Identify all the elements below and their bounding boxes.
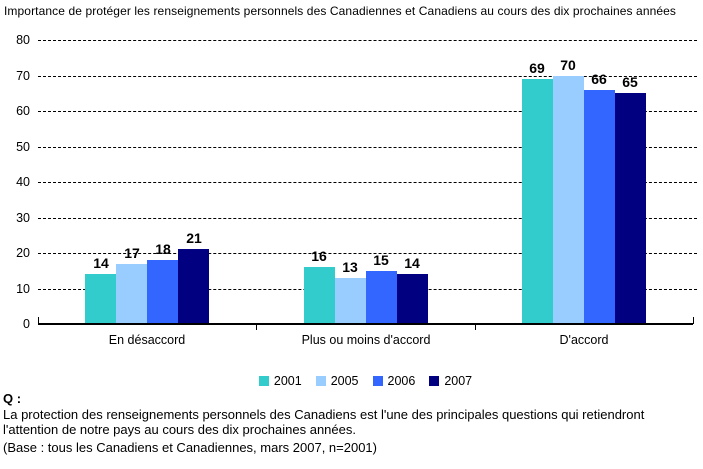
x-axis-tick (256, 325, 257, 330)
x-axis-tick (693, 317, 694, 324)
bar-2007-Plus ou moins d'accord (397, 274, 428, 324)
y-axis-label-60: 60 (16, 104, 30, 118)
x-axis-line (38, 323, 693, 325)
legend: 2001 2005 2006 2007 (38, 374, 693, 388)
legend-swatch-icon (315, 376, 326, 386)
bar-value-label: 17 (124, 245, 140, 261)
gridline-70 (38, 76, 697, 77)
bar-2001-D'accord (522, 79, 553, 324)
legend-item-2007: 2007 (429, 374, 472, 388)
y-axis-label-30: 30 (16, 211, 30, 225)
bar-2007-D'accord (615, 93, 646, 324)
bar-2006-En désaccord (147, 260, 178, 324)
bar-value-label: 21 (186, 230, 202, 246)
y-axis-label-70: 70 (16, 69, 30, 83)
legend-swatch-icon (372, 376, 383, 386)
bar-2006-Plus ou moins d'accord (366, 271, 397, 324)
legend-label: 2005 (330, 374, 359, 388)
bar-2006-D'accord (584, 90, 615, 324)
gridline-60 (38, 111, 697, 112)
bar-value-label: 66 (591, 71, 607, 87)
bar-value-label: 69 (529, 60, 545, 76)
bar-value-label: 18 (155, 241, 171, 257)
gridline-20 (38, 253, 697, 254)
x-axis-label: Plus ou moins d'accord (301, 333, 431, 347)
bar-2001-En désaccord (85, 274, 116, 324)
gridline-50 (38, 147, 697, 148)
bar-value-label: 14 (404, 255, 420, 271)
bar-value-label: 16 (311, 248, 327, 264)
legend-label: 2007 (444, 374, 473, 388)
y-axis-label-80: 80 (16, 33, 30, 47)
bar-value-label: 65 (622, 74, 638, 90)
y-axis-label-20: 20 (16, 246, 30, 260)
footnote-base: (Base : tous les Canadiens et Canadienne… (3, 439, 377, 455)
gridline-30 (38, 218, 697, 219)
legend-item-2001: 2001 (258, 374, 302, 388)
y-axis-label-0: 0 (23, 317, 30, 331)
bar-value-label: 13 (342, 259, 358, 275)
footnote-question-line2: l'attention de notre pays au cours des d… (3, 422, 356, 437)
x-axis-label: En désaccord (108, 333, 186, 347)
y-axis-label-10: 10 (16, 282, 30, 296)
bar-value-label: 15 (373, 252, 389, 268)
gridline-40 (38, 182, 697, 183)
x-axis-tick (38, 317, 39, 324)
gridline-80 (38, 40, 697, 41)
bar-2007-En désaccord (178, 249, 209, 324)
x-axis-tick (475, 325, 476, 330)
footnote-question-line1: La protection des renseignements personn… (3, 406, 645, 422)
footnote-question-label: Q : (3, 391, 22, 406)
bar-value-label: 70 (560, 57, 576, 73)
legend-item-2005: 2005 (315, 374, 359, 388)
chart-title: Importance de protéger les renseignement… (4, 4, 677, 18)
legend-label: 2006 (387, 374, 416, 388)
bar-2001-Plus ou moins d'accord (304, 267, 335, 324)
legend-label: 2001 (273, 374, 302, 388)
footnote: Q : La protection des renseignements per… (3, 391, 644, 455)
bar-value-label: 14 (93, 255, 109, 271)
y-axis-label-50: 50 (16, 140, 30, 154)
bar-2005-En désaccord (116, 264, 147, 324)
y-axis-label-40: 40 (16, 175, 30, 189)
legend-swatch-icon (258, 376, 269, 386)
bar-2005-D'accord (553, 76, 584, 324)
x-axis-label: D'accord (559, 333, 609, 347)
bar-2005-Plus ou moins d'accord (335, 278, 366, 324)
legend-item-2006: 2006 (372, 374, 416, 388)
legend-swatch-icon (429, 376, 440, 386)
